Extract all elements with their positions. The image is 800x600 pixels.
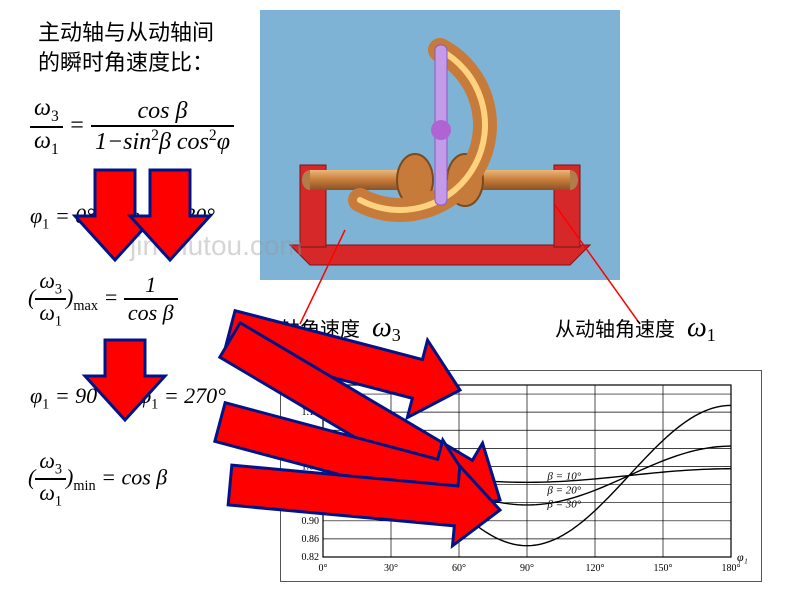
svg-text:0.86: 0.86 [302, 534, 320, 545]
mechanism-illustration [260, 10, 620, 280]
svg-text:150°: 150° [654, 563, 673, 574]
svg-text:φ₁: φ₁ [737, 550, 748, 564]
heading-line1: 主动轴与从动轴间 [38, 20, 214, 45]
svg-text:0.98: 0.98 [302, 480, 320, 491]
formula-max: ( ω3 ω1 )max = 1 cos β [28, 268, 178, 331]
formula-min: ( ω3 ω1 )min = cos β [28, 448, 167, 511]
svg-text:β = 30°: β = 30° [546, 499, 581, 511]
svg-text:1.14: 1.14 [302, 407, 320, 418]
svg-text:0.82: 0.82 [302, 552, 320, 563]
chart: 0.82 0.86 0.90 0.94 0.98 1.02 1.06 1.10 1.14 1.18… [280, 370, 760, 580]
heading: 主动轴与从动轴间 的瞬时角速度比： [38, 18, 214, 77]
svg-text:1.02: 1.02 [302, 461, 320, 472]
svg-text:1.06: 1.06 [302, 443, 320, 454]
formula-ratio: ω3 ω1 = cos β 1−sin2β cos2φ [30, 95, 234, 159]
label-driven: 从动轴角速度 ω1 [555, 312, 716, 346]
svg-text:90°: 90° [520, 563, 534, 574]
svg-text:180°: 180° [722, 563, 741, 574]
svg-text:1.10: 1.10 [302, 425, 320, 436]
svg-text:β = 10°: β = 10° [546, 471, 581, 483]
heading-line2: 的瞬时角速度比： [38, 50, 214, 75]
svg-text:1.18: 1.18 [302, 389, 320, 400]
svg-text:60°: 60° [452, 563, 466, 574]
svg-text:0°: 0° [319, 563, 328, 574]
svg-text:0.90: 0.90 [302, 516, 320, 527]
formula-phi2: φ1 = 90° 或 φ1 = 270° [30, 378, 226, 413]
svg-text:120°: 120° [586, 563, 605, 574]
svg-text:30°: 30° [384, 563, 398, 574]
svg-text:β = 20°: β = 20° [546, 485, 581, 497]
svg-text:0.94: 0.94 [302, 498, 320, 509]
formula-phi1: φ1 = 0° 或 φ1 = 180° [30, 198, 215, 233]
label-driving: 主动轴角速度 ω3 [240, 312, 401, 346]
